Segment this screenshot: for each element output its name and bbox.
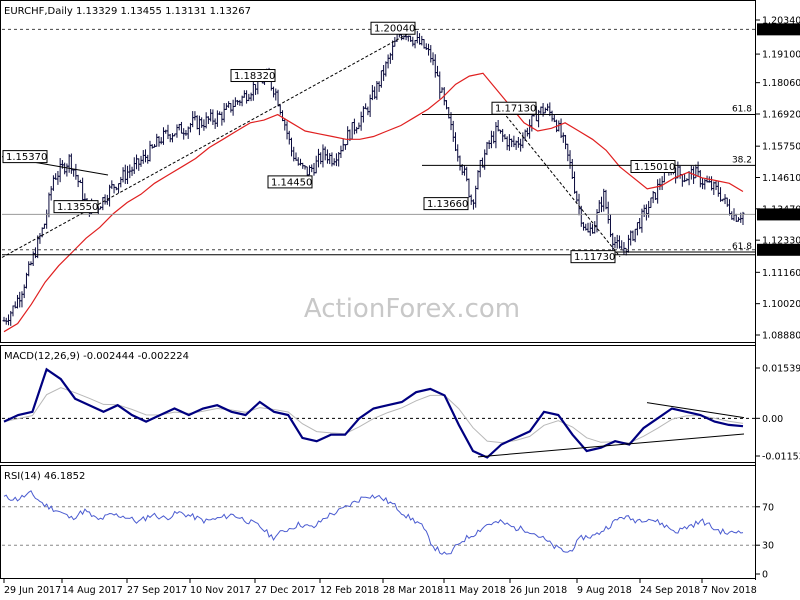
price-annotation: 1.15010: [630, 160, 676, 174]
main-ytick-label: 1.14610: [762, 173, 800, 184]
current-price-label: 1.13267: [760, 210, 799, 221]
trend-line: [499, 107, 621, 257]
price-annotation: 1.11730: [570, 250, 616, 264]
main-ytick-label: 1.11160: [762, 268, 800, 279]
annotation-label: 1.11730: [574, 252, 615, 263]
annotation-label: 1.18320: [234, 71, 275, 82]
annotation-box: [570, 250, 616, 264]
level-price-box: [757, 243, 800, 256]
rsi-line: [3, 490, 744, 555]
annotation-label: 1.15370: [6, 152, 47, 163]
annotation-box: [230, 69, 276, 83]
price-annotation: 1.17130: [491, 101, 537, 115]
annotation-box: [267, 175, 313, 189]
level-price-label: 1.11980: [760, 245, 799, 256]
annotation-label: 1.20040: [374, 24, 415, 35]
date-tick-label: 14 Aug 2017: [62, 585, 123, 596]
rsi-line: 70 30 0: [2, 490, 774, 581]
price-annotation: 1.15370: [2, 150, 48, 164]
price-annotation: 1.13550: [53, 200, 99, 214]
annotation-label: 1.14450: [271, 177, 312, 188]
annotation-label: 1.13660: [427, 199, 468, 210]
fib-level-label: 61.8: [732, 242, 752, 252]
date-tick-label: 11 May 2018: [444, 585, 506, 596]
main-ytick-label: 1.19100: [762, 50, 800, 61]
annotation-label: 1.17130: [495, 104, 536, 115]
price-annotation: 1.18320: [230, 69, 276, 83]
date-tick-label: 26 Jun 2018: [510, 585, 567, 596]
price-annotation: 1.14450: [267, 175, 313, 189]
current-price-box: [757, 208, 800, 221]
main-ytick-label: 1.20340: [762, 16, 800, 27]
rsi-ytick-label: 30: [762, 541, 774, 552]
rsi-ytick-label: 70: [762, 502, 774, 513]
date-tick-label: 27 Sep 2017: [127, 585, 187, 596]
fib-level-label: 38.2: [732, 155, 752, 165]
macd-header: MACD(12,26,9) -0.002444 -0.002224: [4, 351, 189, 362]
macd-lines: 0.015398 0.00 -0.011532: [2, 364, 800, 463]
annotation-box: [53, 200, 99, 214]
annotation-box: [2, 150, 48, 164]
date-tick-label: 7 Nov 2018: [702, 585, 757, 596]
macd-panel-frame: [0, 345, 756, 463]
date-tick-label: 28 Mar 2018: [383, 585, 443, 596]
annotation-box: [370, 21, 416, 35]
level-price-box: [757, 23, 800, 36]
date-tick-label: 9 Aug 2018: [577, 585, 632, 596]
main-header: EURCHF,Daily 1.13329 1.13455 1.13131 1.1…: [4, 6, 251, 17]
main-ytick-label: 1.18060: [762, 78, 800, 89]
main-ytick-label: 1.16920: [762, 110, 800, 121]
macd-ytick-label: 0.00: [762, 414, 783, 425]
date-tick-label: 12 Feb 2018: [320, 585, 379, 596]
fib-level-label: 61.8: [732, 105, 752, 115]
date-tick-label: 24 Sep 2018: [640, 585, 700, 596]
rsi-ytick-label: 0: [762, 570, 768, 581]
axis-labels: 1.20340 1.19100 1.18060 1.16920 1.15750 1.146…: [755, 16, 800, 342]
price-bars: [2, 26, 745, 326]
macd-line: [3, 367, 744, 459]
trend-line: [1, 27, 419, 258]
moving-average: [3, 72, 744, 333]
main-ytick-label: 1.12330: [762, 236, 800, 247]
date-tick-label: 10 Nov 2017: [190, 585, 251, 596]
rsi-header: RSI(14) 46.1852: [4, 471, 85, 482]
main-ytick-label: 1.10020: [762, 299, 800, 310]
price-annotation: 1.20040: [370, 21, 416, 35]
date-tick-label: 29 Jun 2017: [4, 585, 61, 596]
level-price-label: 1.20000: [760, 25, 799, 36]
main-ytick-label: 1.15750: [762, 142, 800, 153]
annotation-label: 1.15010: [634, 162, 675, 173]
date-tick-label: 27 Dec 2017: [255, 585, 316, 596]
moving-average-line: [3, 72, 744, 333]
macd-signal-line: [3, 387, 744, 444]
annotation-box: [630, 160, 676, 174]
price-annotation: 1.13660: [423, 197, 469, 211]
annotation-box: [423, 197, 469, 211]
macd-ytick-label: 0.015398: [762, 364, 800, 375]
annotation-box: [491, 101, 537, 115]
macd-trend-line: [477, 433, 745, 458]
main-ytick-label: 1.08880: [762, 331, 800, 342]
macd-trend-line: [646, 402, 745, 419]
date-axis: 29 Jun 2017 14 Aug 2017 27 Sep 2017 10 Nov …: [3, 578, 757, 596]
watermark-text: ActionForex.com: [304, 294, 520, 324]
annotation-label: 1.13550: [57, 202, 98, 213]
macd-ytick-label: -0.011532: [762, 452, 800, 463]
price-annotations: 1.15370 1.13550 1.18320 1.14450 1.20040 1.136…: [2, 21, 676, 264]
